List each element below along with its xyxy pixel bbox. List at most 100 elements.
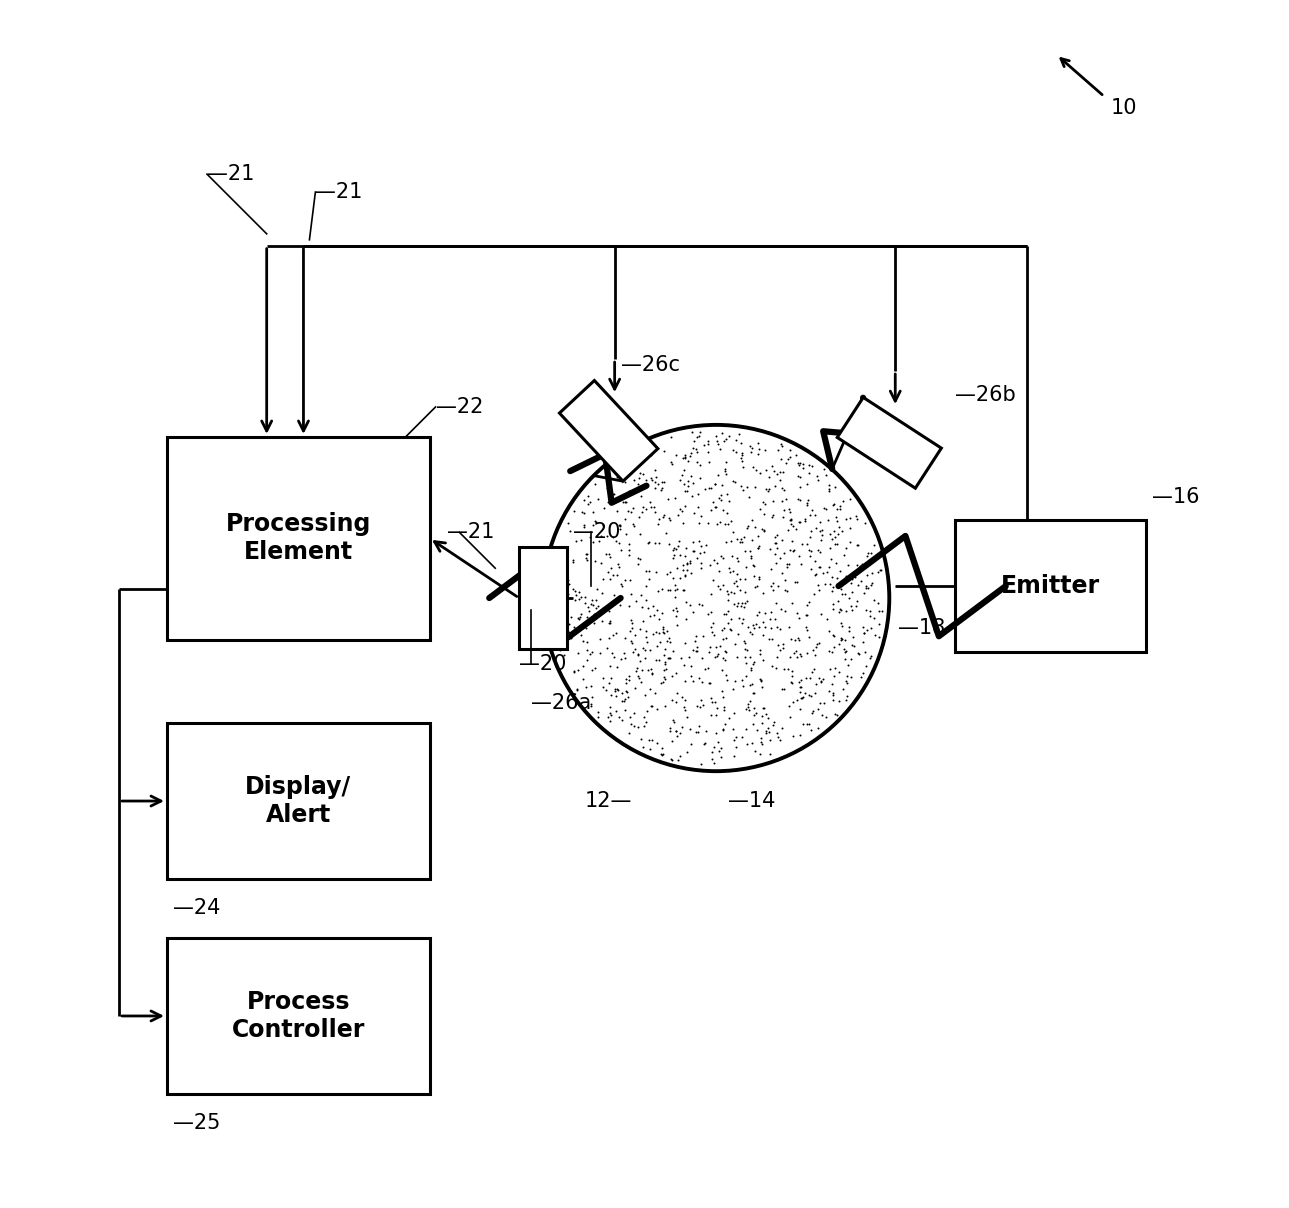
Point xyxy=(576,650,597,669)
Point xyxy=(686,428,706,447)
Point xyxy=(642,470,663,489)
Point xyxy=(577,545,598,564)
Point xyxy=(740,622,761,641)
Point xyxy=(777,581,798,600)
Point xyxy=(798,592,819,611)
Point xyxy=(628,667,648,686)
Point xyxy=(556,596,576,615)
Point xyxy=(835,672,856,691)
Point xyxy=(559,522,580,541)
Point xyxy=(675,539,696,558)
Point xyxy=(700,673,721,692)
Point xyxy=(570,608,590,627)
Point xyxy=(726,634,746,654)
Point xyxy=(642,663,663,683)
Point xyxy=(699,673,719,692)
Text: 12—: 12— xyxy=(585,791,633,811)
Point xyxy=(585,551,606,570)
Point xyxy=(753,583,773,603)
Point xyxy=(806,518,826,538)
Point xyxy=(871,561,892,580)
Point xyxy=(732,593,753,612)
Point xyxy=(703,570,723,590)
Point xyxy=(686,440,706,459)
Point xyxy=(603,484,624,504)
Point xyxy=(565,581,585,600)
Point xyxy=(750,744,771,763)
Point xyxy=(733,528,754,547)
Point xyxy=(829,499,849,518)
Point xyxy=(790,453,811,472)
Point xyxy=(585,591,606,610)
Point xyxy=(788,647,808,667)
Point xyxy=(679,647,700,667)
Point xyxy=(678,476,699,495)
Point xyxy=(737,640,758,660)
Point xyxy=(659,534,679,553)
Point xyxy=(770,620,790,639)
Point xyxy=(800,527,821,546)
Point xyxy=(630,463,651,482)
Point xyxy=(806,674,826,693)
Text: —22: —22 xyxy=(436,397,483,417)
Point xyxy=(804,645,825,664)
Point xyxy=(562,552,583,571)
Point xyxy=(687,638,708,657)
Point xyxy=(740,675,761,695)
Point xyxy=(713,720,733,739)
Point xyxy=(821,582,842,602)
Point xyxy=(780,540,800,559)
Point xyxy=(644,684,665,703)
Point xyxy=(731,533,751,552)
Point xyxy=(799,668,820,687)
Point xyxy=(706,705,727,725)
Point xyxy=(664,539,684,558)
Point xyxy=(718,559,739,579)
Point xyxy=(709,561,730,580)
Point xyxy=(614,691,634,710)
Point xyxy=(790,699,811,719)
Point xyxy=(608,554,629,574)
Point xyxy=(641,640,661,660)
Point xyxy=(674,580,695,599)
Point xyxy=(574,516,594,535)
Point xyxy=(628,474,648,493)
Point xyxy=(742,714,763,733)
Point xyxy=(700,478,721,498)
Text: —16: —16 xyxy=(1152,487,1200,506)
Point xyxy=(748,539,768,558)
Point xyxy=(646,651,666,670)
Point xyxy=(819,476,839,495)
Point xyxy=(775,581,795,600)
Point xyxy=(804,565,825,585)
Point xyxy=(615,492,635,511)
Point xyxy=(603,484,624,504)
Text: —26c: —26c xyxy=(620,355,679,376)
Point xyxy=(678,471,699,490)
Point xyxy=(663,568,683,587)
Point xyxy=(782,541,803,561)
Point xyxy=(655,660,675,679)
Point xyxy=(713,720,733,739)
Point xyxy=(741,439,762,458)
Point xyxy=(635,576,656,596)
Point xyxy=(610,596,630,615)
Point xyxy=(724,703,745,722)
Point xyxy=(772,563,793,582)
Point xyxy=(712,661,732,680)
Point xyxy=(781,673,802,692)
Point xyxy=(686,626,706,645)
Text: —20: —20 xyxy=(572,522,620,542)
Point xyxy=(857,565,878,585)
Point xyxy=(692,673,713,692)
Point xyxy=(610,516,630,535)
Point xyxy=(657,621,678,640)
Point xyxy=(674,567,695,586)
Point xyxy=(703,493,723,512)
Point xyxy=(791,670,812,690)
Point xyxy=(748,539,768,558)
Point xyxy=(762,490,782,510)
Point xyxy=(764,476,785,495)
Point xyxy=(762,657,782,676)
Point xyxy=(607,501,628,521)
